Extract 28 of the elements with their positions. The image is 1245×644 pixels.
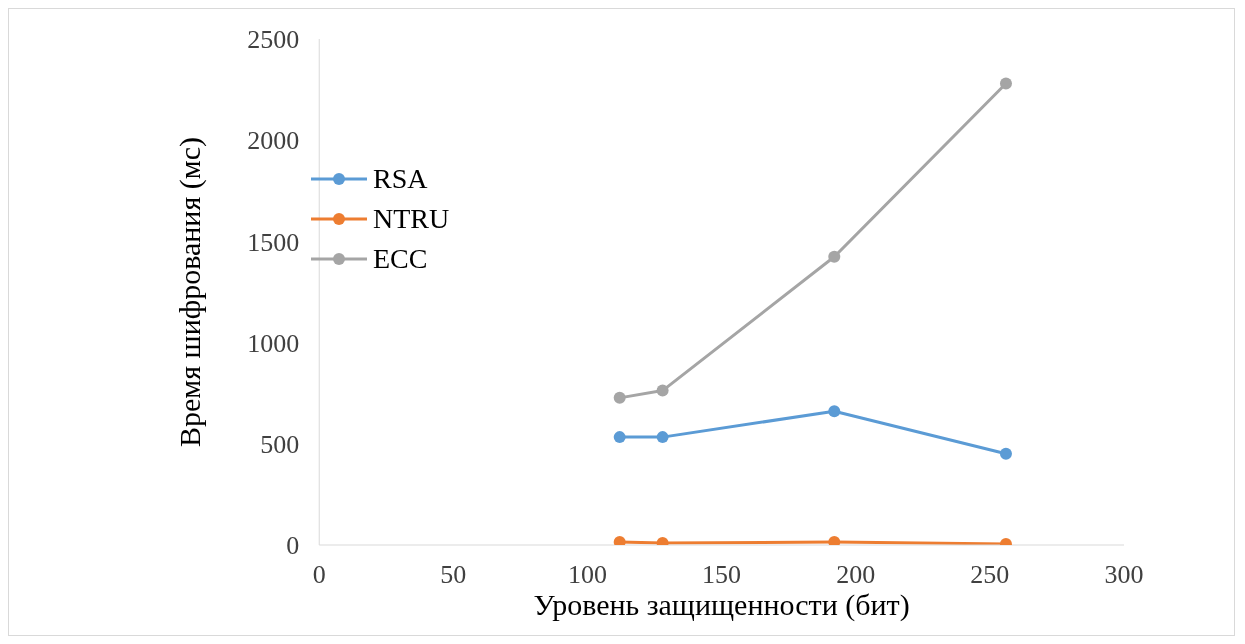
x-axis-title: Уровень защищенности (бит) [533, 588, 910, 622]
y-tick-label: 1000 [247, 328, 300, 358]
point [999, 77, 1012, 90]
point [656, 431, 669, 444]
y-tick-label: 2000 [247, 126, 300, 156]
y-tick-label: 1500 [247, 227, 300, 257]
legend-label: NTRU [373, 203, 450, 235]
point [999, 447, 1012, 460]
x-tick-label: 150 [702, 560, 742, 590]
x-tick-label: 200 [836, 560, 876, 590]
y-tick-label: 2500 [247, 25, 300, 55]
point [828, 535, 841, 545]
legend-label: ECC [373, 243, 428, 275]
y-tick-label: 0 [286, 531, 300, 561]
point [613, 535, 626, 545]
y-axis-title: Время шифрования (мс) [172, 137, 207, 447]
x-tick-label: 250 [970, 560, 1010, 590]
x-tick-label: 50 [440, 560, 467, 590]
x-tick-label: 0 [312, 560, 326, 590]
point [613, 391, 626, 404]
point [828, 405, 841, 418]
point [656, 384, 669, 397]
legend-label: RSA [373, 163, 428, 195]
point [613, 431, 626, 444]
x-tick-label: 300 [1104, 560, 1144, 590]
x-tick-label: 100 [567, 560, 607, 590]
point [828, 250, 841, 263]
y-tick-label: 500 [260, 430, 300, 460]
